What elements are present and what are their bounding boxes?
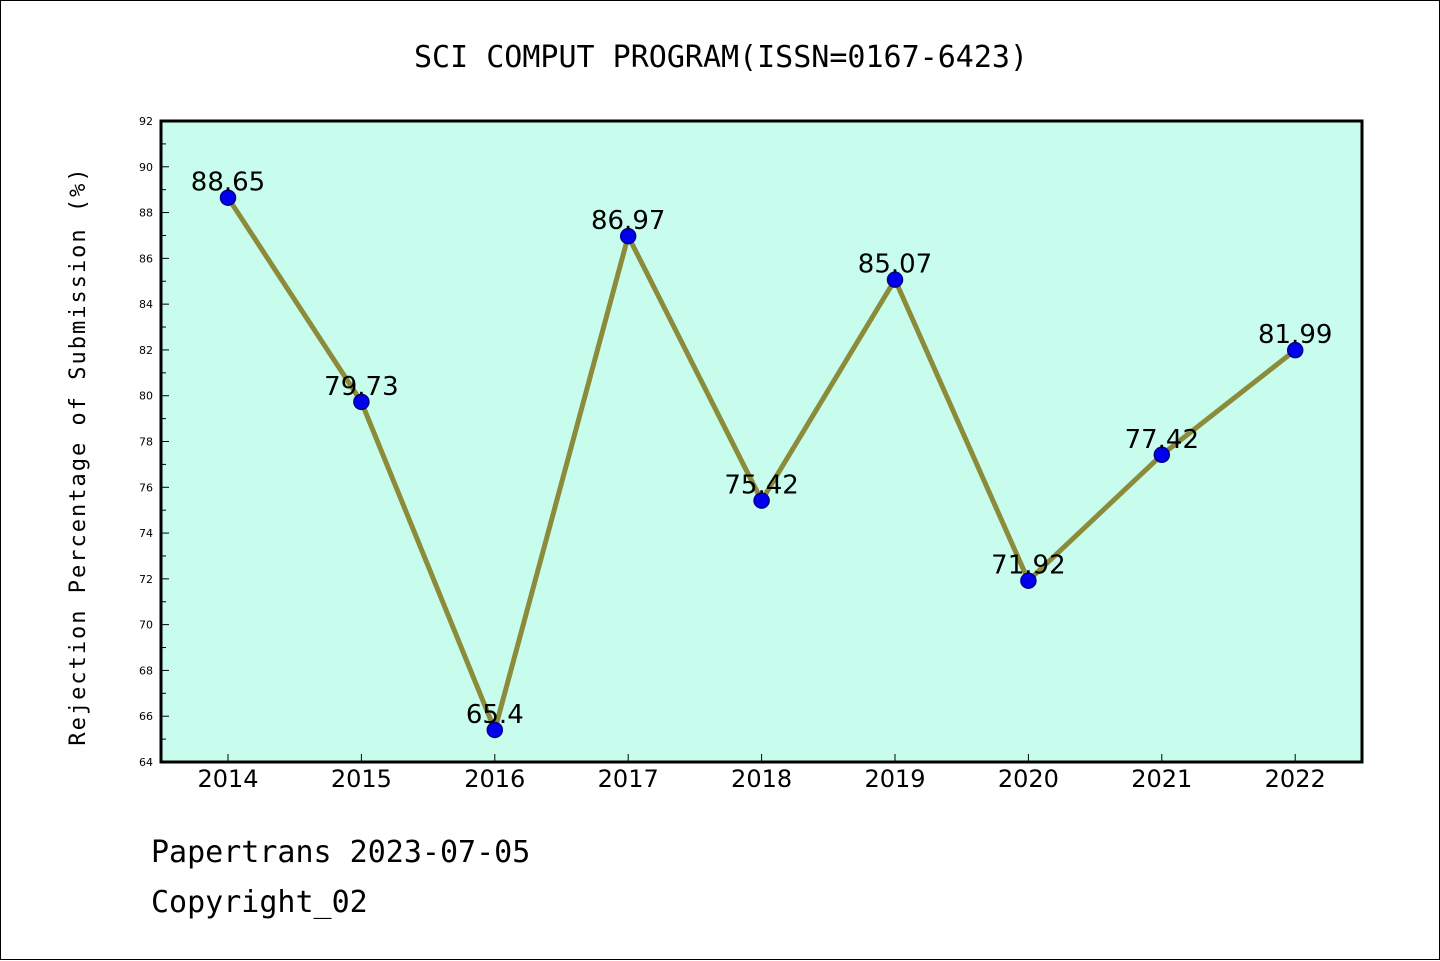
- y-tick-label: 74: [139, 527, 153, 540]
- y-tick-label: 88: [139, 207, 153, 220]
- data-point: [1020, 572, 1037, 589]
- y-tick-label: 92: [139, 115, 153, 128]
- y-tick-label: 90: [139, 161, 153, 174]
- y-tick-label: 68: [139, 664, 153, 677]
- x-tick-label: 2016: [464, 765, 525, 793]
- y-axis: 64 66 68 70 72 74 76 78 80 82 84 86 88 90 92: [139, 115, 169, 769]
- y-tick-label: 72: [139, 573, 153, 586]
- data-point: [219, 189, 237, 206]
- data-label: 85.07: [858, 250, 932, 280]
- x-tick-label: 2017: [598, 765, 659, 793]
- data-label: 79.73: [324, 372, 398, 402]
- data-markers: [219, 189, 1304, 739]
- data-label: 81.99: [1258, 320, 1332, 350]
- y-tick-label: 84: [139, 298, 153, 311]
- data-point: [619, 227, 637, 245]
- data-label: 88.65: [191, 168, 265, 198]
- data-point: [1286, 341, 1304, 359]
- y-tick-label: 86: [139, 252, 153, 265]
- y-tick-label: 80: [139, 390, 153, 403]
- y-tick-label: 64: [139, 756, 153, 769]
- x-tick-label: 2018: [731, 765, 792, 793]
- chart-title: SCI COMPUT PROGRAM(ISSN=0167-6423): [414, 40, 1028, 75]
- footer-date-line: Papertrans 2023-07-05: [151, 835, 531, 870]
- y-tick-label: 78: [139, 436, 153, 449]
- data-point: [753, 492, 770, 509]
- y-tick-label: 82: [139, 344, 153, 357]
- x-tick-label: 2015: [331, 765, 392, 793]
- data-label: 77.42: [1125, 425, 1199, 455]
- data-point: [353, 393, 370, 411]
- data-point: [1153, 446, 1171, 464]
- data-label: 71.92: [991, 551, 1065, 581]
- y-axis-label: Rejection Percentage of Submission (%): [66, 166, 91, 745]
- data-labels: 88.65 79.73 65.4 86.97 75.42 85.07 71.92 77.42 8…: [191, 168, 1333, 730]
- data-label: 65.4: [466, 700, 524, 730]
- x-tick-label: 2020: [998, 765, 1059, 793]
- y-tick-label: 76: [139, 481, 153, 494]
- data-label: 75.42: [724, 471, 798, 501]
- x-tick-label: 2019: [864, 765, 925, 793]
- x-axis: 2014 2015 2016 2017 2018 2019 2020 2021 2022: [197, 754, 1326, 793]
- x-tick-label: 2021: [1131, 765, 1192, 793]
- plot-area: [159, 119, 1364, 764]
- y-tick-label: 66: [139, 710, 153, 723]
- x-tick-label: 2022: [1265, 765, 1326, 793]
- data-point: [486, 721, 504, 739]
- y-tick-label: 70: [139, 619, 153, 632]
- data-point: [886, 271, 904, 288]
- x-tick-label: 2014: [197, 765, 258, 793]
- footer-copyright-line: Copyright_02: [151, 885, 368, 920]
- data-label: 86.97: [591, 206, 665, 236]
